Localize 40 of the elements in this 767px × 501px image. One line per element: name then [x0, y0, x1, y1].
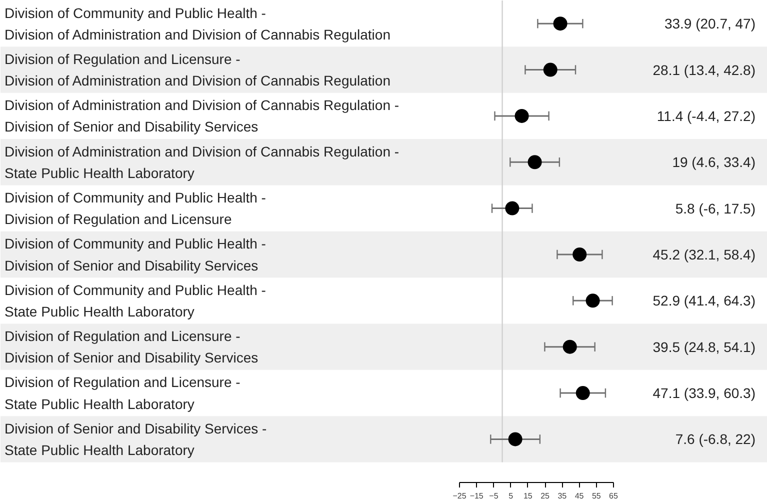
y-tick-label: Division of Regulation and Licensure - Division of Administration and Division of Cannabis Regulation	[4, 50, 390, 89]
point	[508, 432, 522, 446]
x-tick-label: 5	[508, 492, 514, 500]
y-tick-label: Division of Administration and Division of Cannabis Regulation - Division of Senior and Disability Services	[4, 97, 400, 135]
y-tick-label: Division of Administration and Division of Cannabis Regulation - State Public Health Laboratory	[4, 143, 400, 181]
x-tick-label: −25	[452, 492, 467, 500]
y-tick-label: Division of Senior and Disability Services - State Public Health Laboratory	[4, 420, 268, 458]
x-tick-label: −15	[470, 492, 484, 500]
data-label: 19 (4.6, 33.4)	[672, 154, 756, 170]
y-tick-label: Division of Community and Public Health - Division of Regulation and Licensure	[4, 190, 266, 228]
point	[528, 155, 542, 170]
point	[505, 201, 520, 216]
data-label: 52.9 (41.4, 64.3)	[652, 292, 756, 309]
y-tick-label: Division of Community and Public Health - Division of Senior and Disability Services	[4, 236, 266, 274]
data-label: 28.1 (13.4, 42.8)	[652, 62, 756, 78]
point	[514, 108, 529, 123]
y-tick-label: Division of Community and Public Health - State Public Health Laboratory	[4, 282, 266, 320]
point	[586, 294, 600, 308]
point	[576, 386, 590, 400]
data-label: 39.5 (24.8, 54.1)	[652, 338, 756, 355]
x-tick-label: −5	[489, 492, 499, 500]
x-tick-label: 25	[540, 492, 550, 500]
data-label: 33.9 (20.7, 47)	[664, 16, 756, 32]
x-tick-label: 45	[574, 492, 584, 500]
data-label: 5.8 (-6, 17.5)	[675, 200, 756, 216]
point	[572, 248, 587, 262]
data-label: 47.1 (33.9, 60.3)	[652, 385, 756, 402]
point	[562, 340, 577, 354]
point	[543, 62, 558, 77]
y-tick-label: Division of Regulation and Licensure - State Public Health Laboratory	[4, 374, 241, 412]
x-tick-label: 35	[558, 492, 568, 500]
x-tick-label: 15	[523, 492, 533, 500]
data-label: 11.4 (-4.4, 27.2)	[656, 108, 756, 124]
y-tick-label: Division of Regulation and Licensure - Division of Senior and Disability Services	[4, 328, 258, 366]
point	[553, 16, 568, 31]
x-tick-label: 65	[609, 492, 618, 500]
x-tick-label: 55	[592, 492, 602, 500]
data-label: 45.2 (32.1, 58.4)	[652, 246, 756, 262]
data-label: 7.6 (-6.8, 22)	[675, 431, 756, 448]
y-tick-label: Division of Community and Public Health - Division of Administration and Division of Cannabis Regulation	[4, 4, 390, 42]
